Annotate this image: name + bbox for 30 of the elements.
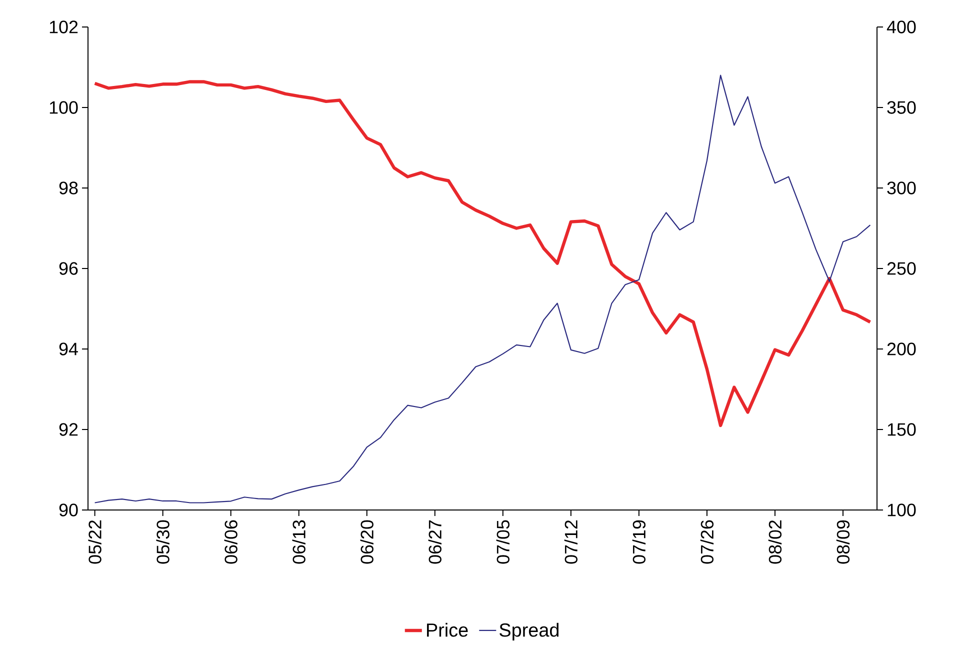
legend-label: Price — [427, 622, 468, 637]
y-tick-label: 92 — [59, 423, 78, 436]
y2-tick-label: 350 — [887, 101, 916, 114]
x-tick-label: 06/20 — [360, 520, 374, 564]
y-tick-label: 94 — [59, 342, 78, 356]
y-tick-label: 96 — [59, 262, 78, 275]
line-series — [93, 80, 872, 428]
x-tick-label: 07/26 — [700, 520, 714, 564]
y2-tick-label: 100 — [888, 504, 916, 516]
x-tick-label: 08/09 — [836, 520, 850, 564]
x-tick-label: 06/06 — [224, 520, 238, 564]
y-tick-label: 98 — [59, 182, 78, 194]
y-tick-label: 90 — [59, 504, 78, 516]
y2-tick-label: 200 — [887, 342, 916, 356]
y2-tick-label: 250 — [887, 262, 916, 275]
y2-tick-label: 400 — [886, 20, 916, 34]
x-tick-label: 07/05 — [496, 520, 510, 564]
x-tick-label: 06/27 — [428, 520, 442, 564]
x-tick-label: 05/30 — [156, 520, 170, 564]
y-tick-label: 102 — [50, 20, 78, 34]
line-series — [94, 74, 871, 504]
y2-tick-label: 150 — [888, 423, 916, 436]
legend-label: Spread — [500, 622, 558, 640]
x-tick-label: 08/02 — [768, 520, 782, 564]
x-tick-label: 05/22 — [88, 520, 102, 564]
y-tick-label: 100 — [50, 101, 78, 114]
x-tick-label: 07/12 — [564, 520, 578, 564]
y2-tick-label: 300 — [887, 182, 916, 194]
x-tick-label: 07/19 — [632, 520, 646, 564]
x-tick-label: 06/13 — [292, 520, 306, 564]
